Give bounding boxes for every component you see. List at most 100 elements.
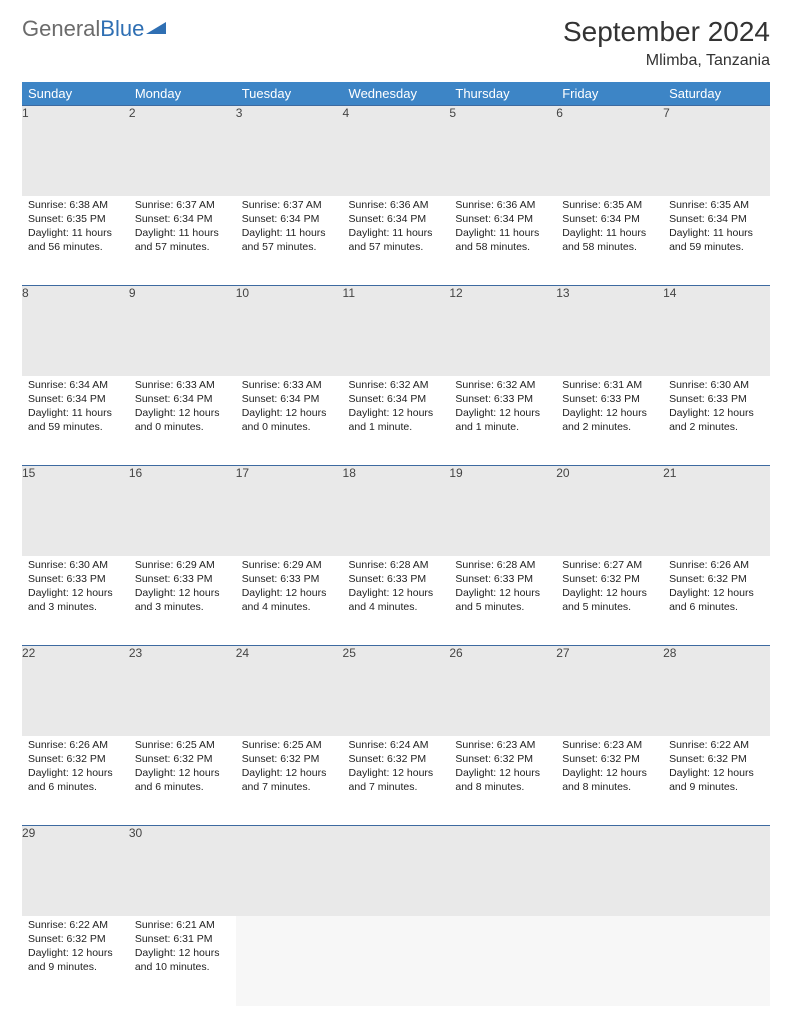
daylight-line: Daylight: 11 hours and 57 minutes. — [347, 226, 446, 254]
day-number-cell: 30 — [129, 826, 236, 916]
day-number-cell: 2 — [129, 106, 236, 196]
week-row: Sunrise: 6:22 AMSunset: 6:32 PMDaylight:… — [22, 916, 770, 1006]
sunrise-line: Sunrise: 6:29 AM — [133, 558, 232, 572]
day-number-cell: 11 — [343, 286, 450, 376]
day-number-cell: 24 — [236, 646, 343, 736]
day-content: Sunrise: 6:28 AMSunset: 6:33 PMDaylight:… — [449, 556, 556, 621]
weekday-header: Sunday — [22, 82, 129, 106]
day-number-cell: 7 — [663, 106, 770, 196]
logo-text-gray: General — [22, 16, 100, 42]
day-cell: Sunrise: 6:27 AMSunset: 6:32 PMDaylight:… — [556, 556, 663, 646]
day-number-cell: 13 — [556, 286, 663, 376]
day-cell: Sunrise: 6:33 AMSunset: 6:34 PMDaylight:… — [236, 376, 343, 466]
day-cell — [663, 916, 770, 1006]
daylight-line: Daylight: 12 hours and 2 minutes. — [667, 406, 766, 434]
day-cell: Sunrise: 6:36 AMSunset: 6:34 PMDaylight:… — [449, 196, 556, 286]
sunrise-line: Sunrise: 6:22 AM — [667, 738, 766, 752]
day-cell: Sunrise: 6:31 AMSunset: 6:33 PMDaylight:… — [556, 376, 663, 466]
day-number-cell — [236, 826, 343, 916]
day-number-cell: 23 — [129, 646, 236, 736]
daylight-line: Daylight: 12 hours and 0 minutes. — [240, 406, 339, 434]
day-cell: Sunrise: 6:23 AMSunset: 6:32 PMDaylight:… — [556, 736, 663, 826]
day-cell — [236, 916, 343, 1006]
day-cell: Sunrise: 6:35 AMSunset: 6:34 PMDaylight:… — [556, 196, 663, 286]
sunset-line: Sunset: 6:33 PM — [347, 572, 446, 586]
daylight-line: Daylight: 11 hours and 57 minutes. — [133, 226, 232, 254]
title-block: September 2024 Mlimba, Tanzania — [563, 16, 770, 70]
day-number-cell: 5 — [449, 106, 556, 196]
sunset-line: Sunset: 6:33 PM — [667, 392, 766, 406]
day-cell: Sunrise: 6:33 AMSunset: 6:34 PMDaylight:… — [129, 376, 236, 466]
day-content: Sunrise: 6:33 AMSunset: 6:34 PMDaylight:… — [129, 376, 236, 441]
day-content: Sunrise: 6:25 AMSunset: 6:32 PMDaylight:… — [236, 736, 343, 801]
day-cell: Sunrise: 6:36 AMSunset: 6:34 PMDaylight:… — [343, 196, 450, 286]
daylight-line: Daylight: 12 hours and 10 minutes. — [133, 946, 232, 974]
sunset-line: Sunset: 6:32 PM — [560, 752, 659, 766]
location: Mlimba, Tanzania — [563, 52, 770, 70]
sunrise-line: Sunrise: 6:31 AM — [560, 378, 659, 392]
sunset-line: Sunset: 6:34 PM — [560, 212, 659, 226]
day-content: Sunrise: 6:22 AMSunset: 6:32 PMDaylight:… — [663, 736, 770, 801]
day-number-cell: 9 — [129, 286, 236, 376]
day-number-cell — [663, 826, 770, 916]
day-cell: Sunrise: 6:37 AMSunset: 6:34 PMDaylight:… — [236, 196, 343, 286]
day-cell: Sunrise: 6:28 AMSunset: 6:33 PMDaylight:… — [343, 556, 450, 646]
sunset-line: Sunset: 6:34 PM — [133, 212, 232, 226]
sunset-line: Sunset: 6:34 PM — [453, 212, 552, 226]
sunrise-line: Sunrise: 6:33 AM — [240, 378, 339, 392]
day-content: Sunrise: 6:38 AMSunset: 6:35 PMDaylight:… — [22, 196, 129, 261]
day-cell: Sunrise: 6:35 AMSunset: 6:34 PMDaylight:… — [663, 196, 770, 286]
day-content: Sunrise: 6:30 AMSunset: 6:33 PMDaylight:… — [663, 376, 770, 441]
day-number-cell: 26 — [449, 646, 556, 736]
day-cell: Sunrise: 6:32 AMSunset: 6:34 PMDaylight:… — [343, 376, 450, 466]
day-number-cell: 6 — [556, 106, 663, 196]
day-number-cell: 19 — [449, 466, 556, 556]
day-cell: Sunrise: 6:30 AMSunset: 6:33 PMDaylight:… — [663, 376, 770, 466]
sunrise-line: Sunrise: 6:26 AM — [667, 558, 766, 572]
daylight-line: Daylight: 12 hours and 5 minutes. — [560, 586, 659, 614]
day-number-cell — [556, 826, 663, 916]
daynum-row: 22232425262728 — [22, 646, 770, 736]
day-number-cell: 8 — [22, 286, 129, 376]
day-number-cell: 16 — [129, 466, 236, 556]
day-cell: Sunrise: 6:26 AMSunset: 6:32 PMDaylight:… — [663, 556, 770, 646]
daylight-line: Daylight: 12 hours and 3 minutes. — [133, 586, 232, 614]
sunset-line: Sunset: 6:32 PM — [240, 752, 339, 766]
day-number-cell: 17 — [236, 466, 343, 556]
day-number-cell: 3 — [236, 106, 343, 196]
daylight-line: Daylight: 12 hours and 9 minutes. — [667, 766, 766, 794]
month-title: September 2024 — [563, 16, 770, 48]
sunset-line: Sunset: 6:32 PM — [26, 752, 125, 766]
weekday-header: Thursday — [449, 82, 556, 106]
sunset-line: Sunset: 6:33 PM — [560, 392, 659, 406]
day-content: Sunrise: 6:34 AMSunset: 6:34 PMDaylight:… — [22, 376, 129, 441]
sunrise-line: Sunrise: 6:23 AM — [560, 738, 659, 752]
day-number-cell: 10 — [236, 286, 343, 376]
day-content: Sunrise: 6:33 AMSunset: 6:34 PMDaylight:… — [236, 376, 343, 441]
day-content: Sunrise: 6:35 AMSunset: 6:34 PMDaylight:… — [556, 196, 663, 261]
sunrise-line: Sunrise: 6:36 AM — [347, 198, 446, 212]
sunrise-line: Sunrise: 6:21 AM — [133, 918, 232, 932]
sunrise-line: Sunrise: 6:28 AM — [453, 558, 552, 572]
sunset-line: Sunset: 6:34 PM — [240, 212, 339, 226]
sunrise-line: Sunrise: 6:25 AM — [240, 738, 339, 752]
day-content: Sunrise: 6:37 AMSunset: 6:34 PMDaylight:… — [236, 196, 343, 261]
daylight-line: Daylight: 12 hours and 9 minutes. — [26, 946, 125, 974]
day-cell: Sunrise: 6:38 AMSunset: 6:35 PMDaylight:… — [22, 196, 129, 286]
calendar-body: 1234567Sunrise: 6:38 AMSunset: 6:35 PMDa… — [22, 106, 770, 1006]
daylight-line: Daylight: 12 hours and 8 minutes. — [453, 766, 552, 794]
daynum-row: 15161718192021 — [22, 466, 770, 556]
weekday-header: Saturday — [663, 82, 770, 106]
logo-triangle-icon — [146, 14, 166, 40]
day-cell: Sunrise: 6:25 AMSunset: 6:32 PMDaylight:… — [236, 736, 343, 826]
day-content: Sunrise: 6:27 AMSunset: 6:32 PMDaylight:… — [556, 556, 663, 621]
day-content: Sunrise: 6:36 AMSunset: 6:34 PMDaylight:… — [449, 196, 556, 261]
sunrise-line: Sunrise: 6:34 AM — [26, 378, 125, 392]
sunset-line: Sunset: 6:34 PM — [26, 392, 125, 406]
day-cell — [343, 916, 450, 1006]
sunset-line: Sunset: 6:34 PM — [240, 392, 339, 406]
weekday-header-row: SundayMondayTuesdayWednesdayThursdayFrid… — [22, 82, 770, 106]
weekday-header: Monday — [129, 82, 236, 106]
sunrise-line: Sunrise: 6:29 AM — [240, 558, 339, 572]
logo: GeneralBlue — [22, 16, 166, 42]
